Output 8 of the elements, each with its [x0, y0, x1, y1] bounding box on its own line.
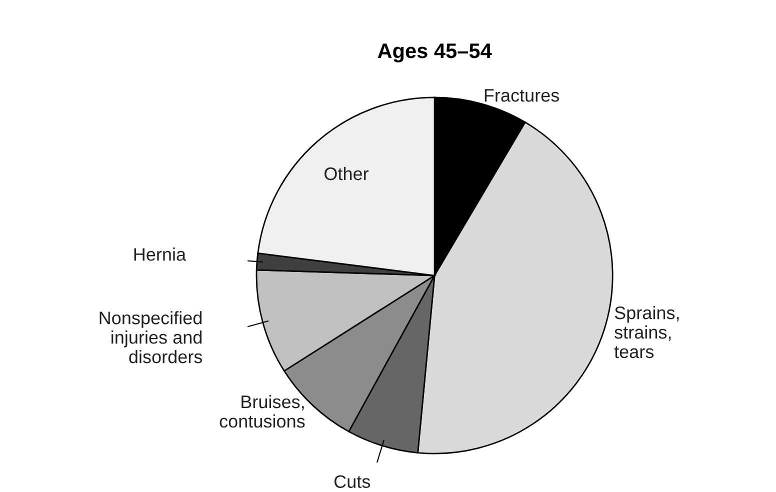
slice-label: Hernia — [134, 248, 186, 261]
slice-label: Cuts — [334, 475, 370, 488]
slice-label: Bruises, contusions — [220, 394, 305, 428]
chart-title: Ages 45–54 — [378, 44, 492, 62]
slice-label: Fractures — [484, 89, 560, 102]
slice-label: Other — [324, 166, 369, 180]
slice-label: Sprains, strains, tears — [614, 306, 679, 358]
slice-label: Nonspecified injuries and disorders — [100, 311, 202, 364]
